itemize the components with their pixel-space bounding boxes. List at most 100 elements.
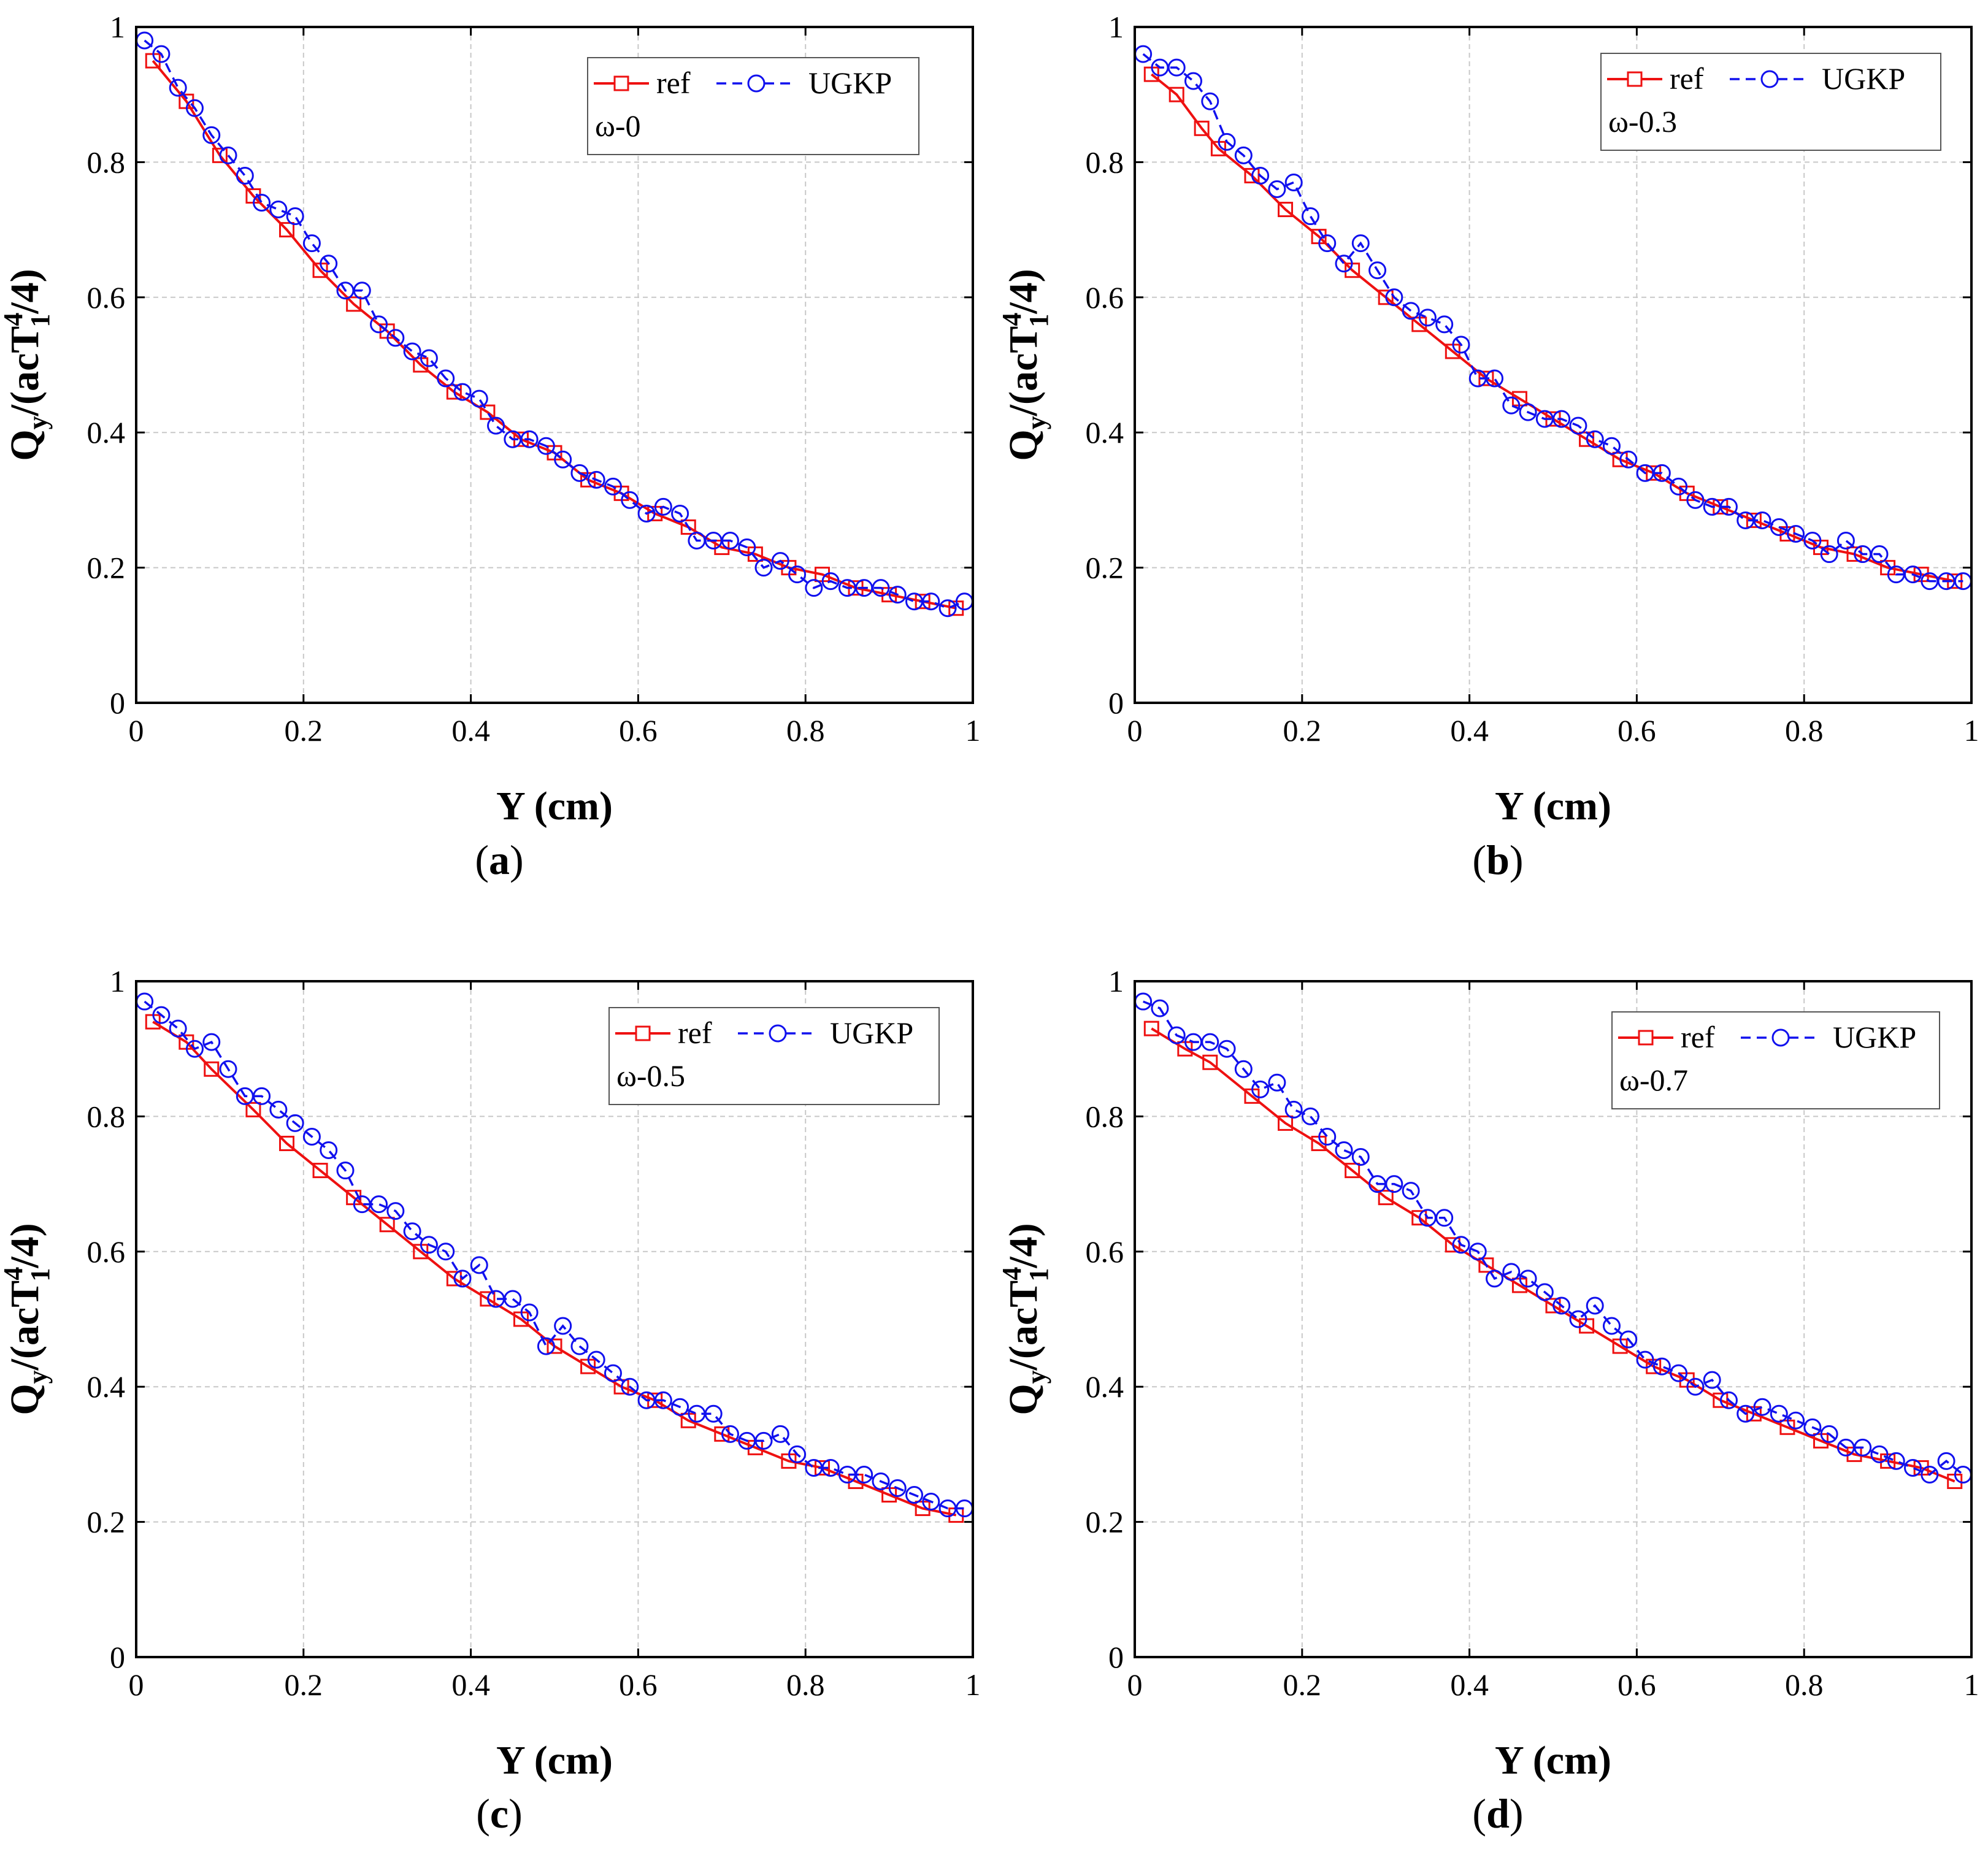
ref-point (714, 1426, 730, 1442)
ugkp-point (621, 1377, 639, 1396)
series-line-ref (1151, 73, 1955, 583)
chart-panel-b: 0 0.2 0.4 0.6 0.8 1 0 0.2 0.4 0.6 0.8 1 Y (cm) Qy/(ac… (997, 10, 1979, 883)
ref-point (1345, 1163, 1361, 1179)
panel-label-close: ) (510, 837, 524, 883)
chart-panel-c: 0 0.2 0.4 0.6 0.8 1 0 0.2 0.4 0.6 0.8 1 Y (cm) Qy/(ac… (0, 964, 981, 1837)
x-tick-label: 1 (1964, 713, 1979, 748)
ugkp-point (1351, 1148, 1370, 1166)
ugkp-point (771, 552, 789, 570)
ugkp-point (1284, 173, 1303, 191)
y-tick-label: 0.2 (1086, 1505, 1124, 1539)
ugkp-point (1569, 416, 1587, 435)
ugkp-point (1502, 396, 1521, 415)
ugkp-point (1753, 1398, 1771, 1416)
omega-annotation: ω-0.3 (1608, 104, 1677, 139)
legend-box (608, 1007, 940, 1105)
y-tick-label: 1 (1108, 964, 1124, 998)
x-tick-label: 1 (965, 1667, 981, 1702)
series-ugkp (1134, 45, 1972, 591)
y-title-part: /4) (2, 1223, 47, 1268)
y-title-subscript: 1 (1024, 314, 1054, 327)
ugkp-point (169, 1019, 187, 1038)
y-tick-label: 1 (110, 10, 125, 44)
y-title-part: /(acT (1001, 326, 1046, 417)
ugkp-point (1519, 403, 1537, 421)
ugkp-point (219, 146, 237, 164)
y-axis-title: Qy/(acT41/4) (997, 1223, 1054, 1415)
series-line-ugkp (1142, 53, 1963, 583)
y-tick-label: 0.2 (1086, 551, 1124, 585)
ugkp-point (604, 477, 622, 496)
series-line-ugkp (1142, 1000, 1964, 1476)
ugkp-point (1586, 1296, 1604, 1315)
y-title-subscript: 1 (1024, 1268, 1054, 1282)
ugkp-point (1535, 1283, 1554, 1301)
ugkp-point (353, 281, 371, 300)
ugkp-point (453, 383, 472, 401)
ugkp-point (1167, 58, 1186, 77)
x-tick-label: 0.8 (1785, 713, 1824, 748)
x-tick-label: 0.4 (1450, 713, 1489, 748)
panel-label-close: ) (509, 1790, 523, 1837)
ugkp-point (236, 166, 254, 185)
ugkp-point (1486, 369, 1504, 388)
ref-point (1143, 1020, 1159, 1036)
plot-frame (135, 26, 974, 704)
x-tick-label: 0 (1127, 713, 1143, 748)
ugkp-point (621, 491, 639, 509)
legend-box (587, 57, 919, 155)
y-title-subscript: y (1021, 1370, 1051, 1384)
ugkp-point (504, 1290, 522, 1308)
legend-ugkp-marker (1760, 70, 1779, 88)
ugkp-point (370, 1195, 388, 1214)
panel-label-letter: a (489, 837, 510, 883)
ugkp-point (487, 416, 505, 435)
ugkp-point (1887, 1452, 1905, 1470)
legend-ref-label: ref (678, 1016, 712, 1050)
legend: ref UGKP ω-0.5 (608, 1007, 940, 1105)
ugkp-point (821, 572, 840, 591)
legend: ref UGKP ω-0.7 (1611, 1011, 1940, 1109)
y-title-part: Q (2, 429, 47, 461)
ugkp-point (537, 437, 555, 455)
ugkp-point (152, 1006, 171, 1024)
ugkp-point (1201, 1033, 1219, 1051)
y-title-subscript: y (1021, 416, 1051, 429)
ugkp-point (1820, 1425, 1838, 1443)
y-tick-label: 0.8 (1086, 145, 1124, 179)
ugkp-point (403, 1222, 421, 1241)
legend-ref-label: ref (656, 66, 691, 100)
ugkp-point (1184, 72, 1202, 90)
legend: ref UGKP ω-0.3 (1600, 53, 1941, 151)
plot-frame (135, 980, 974, 1658)
legend-ugkp-label: UGKP (808, 66, 892, 100)
ugkp-point (771, 1425, 789, 1443)
ugkp-point (386, 1202, 405, 1220)
panel-label-open: ( (475, 837, 489, 883)
y-tick-label: 0.6 (87, 1235, 126, 1269)
ugkp-point (1619, 450, 1638, 469)
ugkp-point (1753, 511, 1771, 529)
panel-label-letter: b (1486, 837, 1510, 883)
x-tick-label: 0.4 (451, 1667, 490, 1702)
panel-label-open: ( (1472, 837, 1486, 883)
ref-point (480, 1291, 496, 1307)
ref-point (346, 296, 362, 312)
y-tick-label: 0.6 (1086, 1235, 1124, 1269)
ref-point (279, 222, 295, 238)
ugkp-point (253, 194, 271, 212)
ugkp-point (1820, 545, 1838, 564)
y-tick-label: 0.6 (87, 280, 126, 315)
ugkp-point (1737, 1404, 1755, 1423)
ugkp-point (520, 1303, 539, 1322)
ugkp-point (1854, 1438, 1872, 1457)
x-tick-label: 0.2 (1283, 713, 1322, 748)
ugkp-point (1719, 1391, 1738, 1409)
x-axis-title: Y (cm) (496, 1738, 613, 1783)
plot-frame (1134, 980, 1973, 1658)
ref-point (446, 1271, 462, 1287)
ugkp-point (1234, 146, 1253, 164)
ugkp-point (1435, 315, 1454, 334)
ugkp-point (587, 1350, 605, 1369)
x-axis-title: Y (cm) (1495, 1738, 1611, 1783)
